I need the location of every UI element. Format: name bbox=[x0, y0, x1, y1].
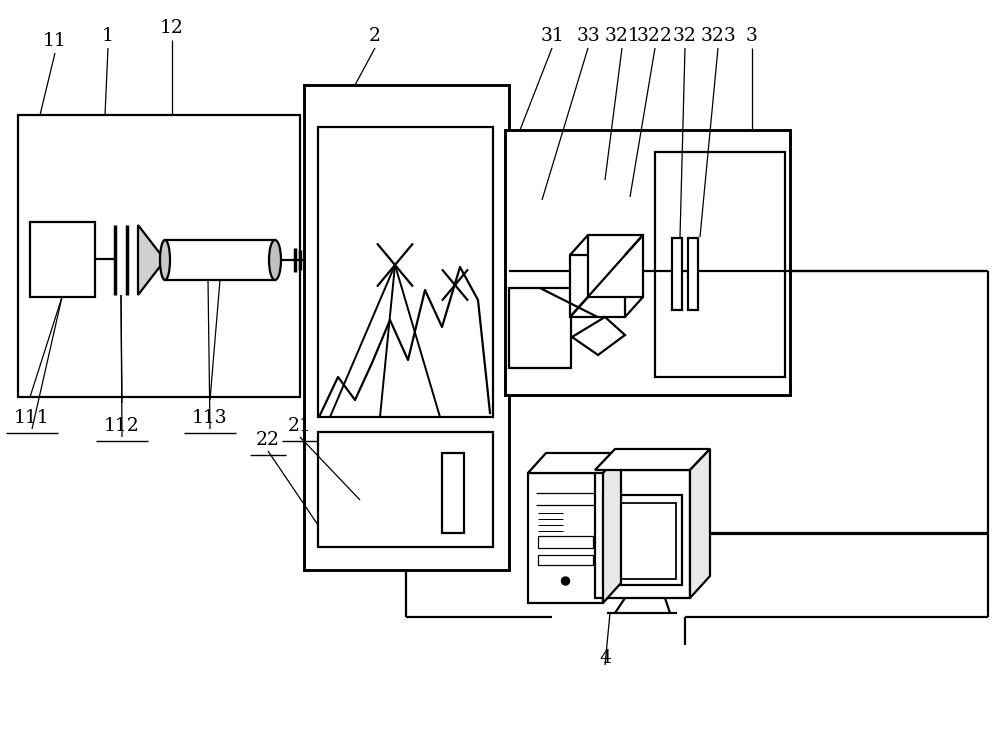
Text: 3: 3 bbox=[746, 27, 758, 45]
Text: 2: 2 bbox=[369, 27, 381, 45]
Text: 21: 21 bbox=[288, 417, 312, 435]
Bar bbox=[570, 255, 625, 317]
Bar bbox=[318, 127, 493, 417]
Bar bbox=[609, 503, 676, 579]
Text: 11: 11 bbox=[43, 32, 67, 50]
Bar bbox=[603, 495, 682, 585]
Polygon shape bbox=[603, 453, 621, 603]
Text: 1: 1 bbox=[102, 27, 114, 45]
Ellipse shape bbox=[269, 240, 281, 280]
Bar bbox=[655, 152, 785, 377]
Bar bbox=[318, 432, 493, 547]
Bar bbox=[538, 555, 593, 565]
Ellipse shape bbox=[160, 240, 170, 280]
Text: 321: 321 bbox=[604, 27, 640, 45]
Text: 323: 323 bbox=[700, 27, 736, 45]
Text: 22: 22 bbox=[256, 431, 280, 449]
Text: 112: 112 bbox=[104, 417, 140, 435]
Polygon shape bbox=[572, 317, 625, 355]
Polygon shape bbox=[138, 225, 165, 295]
Text: 113: 113 bbox=[192, 409, 228, 427]
Polygon shape bbox=[595, 449, 710, 470]
Polygon shape bbox=[690, 449, 710, 598]
Text: 12: 12 bbox=[160, 19, 184, 37]
Bar bbox=[165, 240, 275, 280]
Text: 32: 32 bbox=[673, 27, 697, 45]
Text: 4: 4 bbox=[599, 649, 611, 667]
Text: 322: 322 bbox=[637, 27, 673, 45]
Bar bbox=[30, 222, 95, 297]
Circle shape bbox=[562, 577, 570, 585]
Bar bbox=[528, 473, 603, 603]
Bar bbox=[538, 536, 593, 548]
Bar bbox=[672, 238, 682, 310]
Text: 33: 33 bbox=[576, 27, 600, 45]
Bar bbox=[304, 85, 509, 570]
Bar bbox=[505, 130, 790, 395]
Bar bbox=[18, 115, 300, 397]
Text: 111: 111 bbox=[14, 409, 50, 427]
Text: 31: 31 bbox=[540, 27, 564, 45]
Polygon shape bbox=[528, 453, 621, 473]
Bar bbox=[588, 235, 643, 297]
Bar bbox=[595, 470, 690, 598]
Bar bbox=[442, 453, 464, 533]
Bar bbox=[509, 288, 571, 368]
Bar bbox=[688, 238, 698, 310]
